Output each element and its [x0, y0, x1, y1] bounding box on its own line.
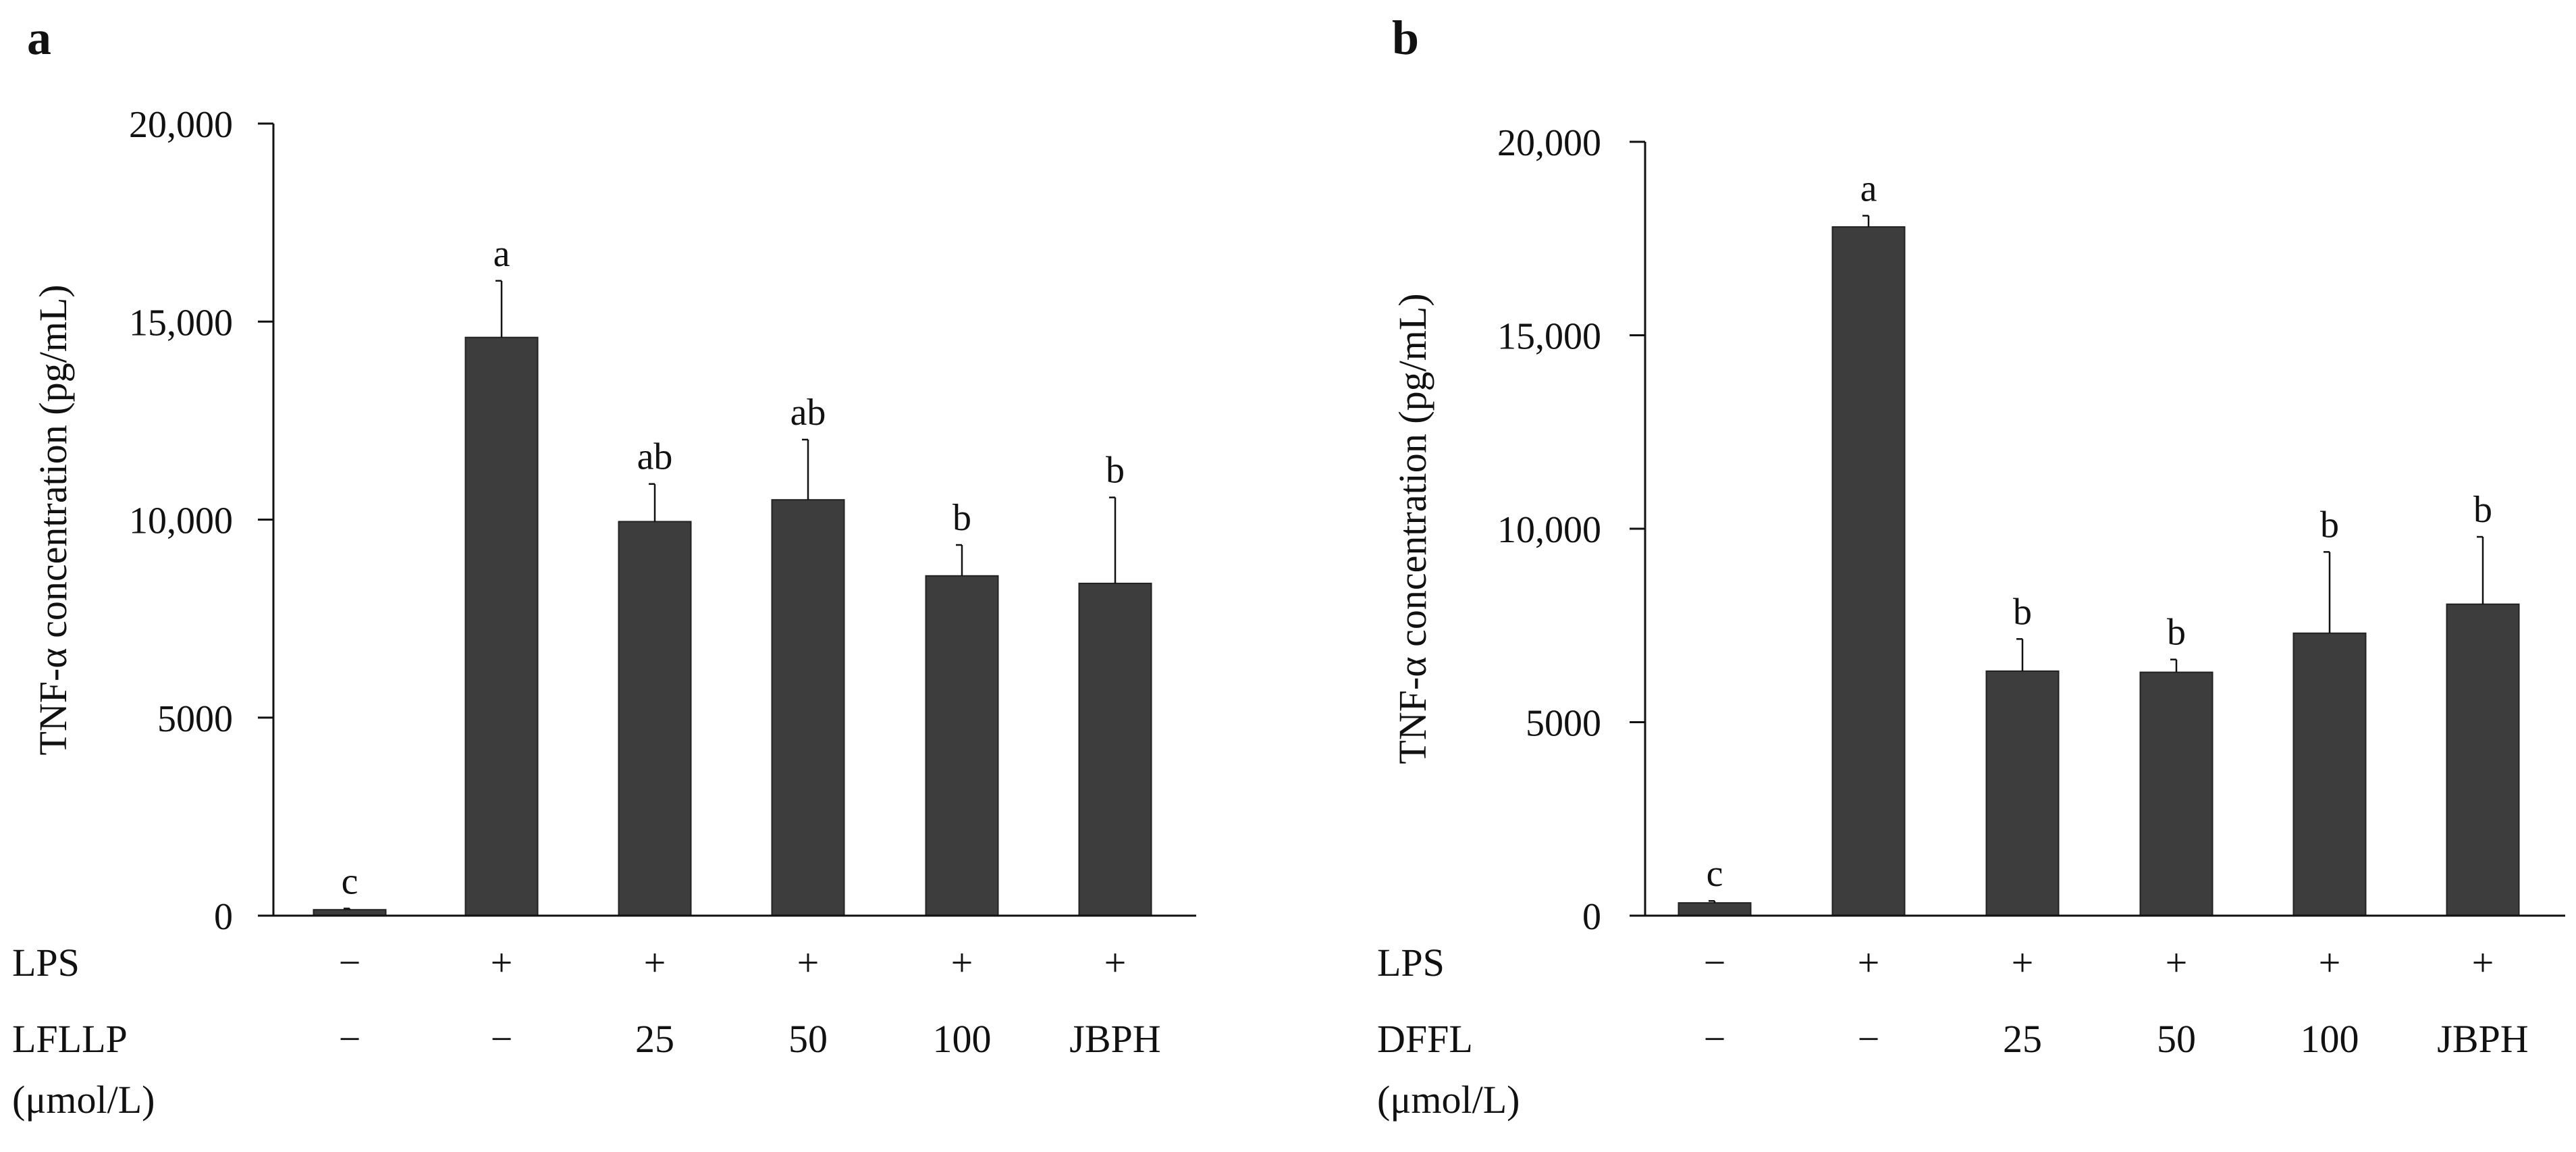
significance-label: a	[493, 233, 510, 275]
row-cell: +	[797, 941, 820, 985]
row-label: DFFL	[1377, 1017, 1473, 1061]
significance-label: ab	[790, 392, 826, 434]
significance-label: b	[2473, 489, 2492, 531]
row-cell: −	[1858, 1017, 1880, 1061]
significance-label: ab	[637, 436, 673, 478]
row-label: LFLLP	[12, 1017, 128, 1061]
bar	[771, 499, 845, 916]
chart-panel-b: b 0 5000 10,000 15,000 20,000 TNF-α concentrat…	[1377, 11, 2565, 1122]
bar	[2292, 632, 2367, 917]
significance-label: c	[1707, 853, 1723, 895]
bar	[2139, 671, 2213, 916]
y-tick-label: 15,000	[129, 302, 233, 344]
y-tick-label: 10,000	[1497, 509, 1601, 551]
bar	[618, 521, 692, 916]
row-cell: +	[1858, 941, 1880, 985]
row-cell: +	[2166, 941, 2188, 985]
row-cell: +	[2012, 941, 2034, 985]
row-cell: 50	[788, 1017, 828, 1061]
y-tick-label: 20,000	[1497, 122, 1601, 164]
bar	[2446, 603, 2520, 916]
significance-label: b	[952, 497, 971, 539]
y-axis-title: TNF-α concentration (pg/mL)	[1391, 293, 1434, 764]
y-tick-label: 5000	[1526, 703, 1601, 745]
row-cell: +	[644, 941, 666, 985]
y-tick-label: 0	[214, 896, 233, 938]
row-cell: −	[1704, 941, 1726, 985]
significance-label: b	[1106, 450, 1125, 492]
bar	[925, 575, 999, 917]
bar	[1078, 582, 1152, 916]
y-tick-label: 20,000	[129, 104, 233, 146]
row-cell: 100	[2301, 1017, 2359, 1061]
row-cell: 50	[2157, 1017, 2196, 1061]
row-cell: JBPH	[2437, 1017, 2528, 1061]
row-label: LPS	[1377, 941, 1445, 985]
row-cell: 100	[933, 1017, 992, 1061]
row-cell: −	[339, 941, 361, 985]
panel-letter: a	[27, 11, 51, 65]
row-cell: 25	[2003, 1017, 2042, 1061]
row-cell: 25	[635, 1017, 674, 1061]
y-tick-label: 5000	[157, 698, 233, 740]
row-cell: +	[2319, 941, 2341, 985]
y-tick-label: 0	[1582, 896, 1601, 938]
significance-label: b	[2320, 504, 2339, 546]
chart-panel-a: a 0 5000 10,000 15,000 20,000 TNF-α concentrat…	[12, 11, 1196, 1122]
bar	[1985, 670, 2060, 916]
row-label: LPS	[12, 941, 80, 985]
bar	[1831, 226, 1906, 916]
row-cell: −	[339, 1017, 361, 1061]
bar	[1678, 902, 1752, 916]
significance-label: b	[2013, 591, 2032, 633]
y-axis-title: TNF-α concentration (pg/mL)	[31, 284, 75, 755]
row-cell: +	[2472, 941, 2494, 985]
y-tick-label: 15,000	[1497, 316, 1601, 358]
significance-label: a	[1860, 167, 1877, 209]
row-cell: +	[491, 941, 513, 985]
significance-label: b	[2167, 612, 2186, 654]
row-cell: −	[491, 1017, 513, 1061]
row-cell: −	[1704, 1017, 1726, 1061]
row-cell: JBPH	[1069, 1017, 1160, 1061]
bar	[464, 336, 539, 916]
row-unit-label: (μmol/L)	[1377, 1078, 1520, 1122]
row-cell: +	[951, 941, 973, 985]
row-cell: +	[1104, 941, 1127, 985]
row-unit-label: (μmol/L)	[12, 1078, 155, 1122]
panel-letter: b	[1392, 11, 1419, 65]
y-tick-label: 10,000	[129, 500, 233, 542]
significance-label: c	[342, 860, 358, 902]
